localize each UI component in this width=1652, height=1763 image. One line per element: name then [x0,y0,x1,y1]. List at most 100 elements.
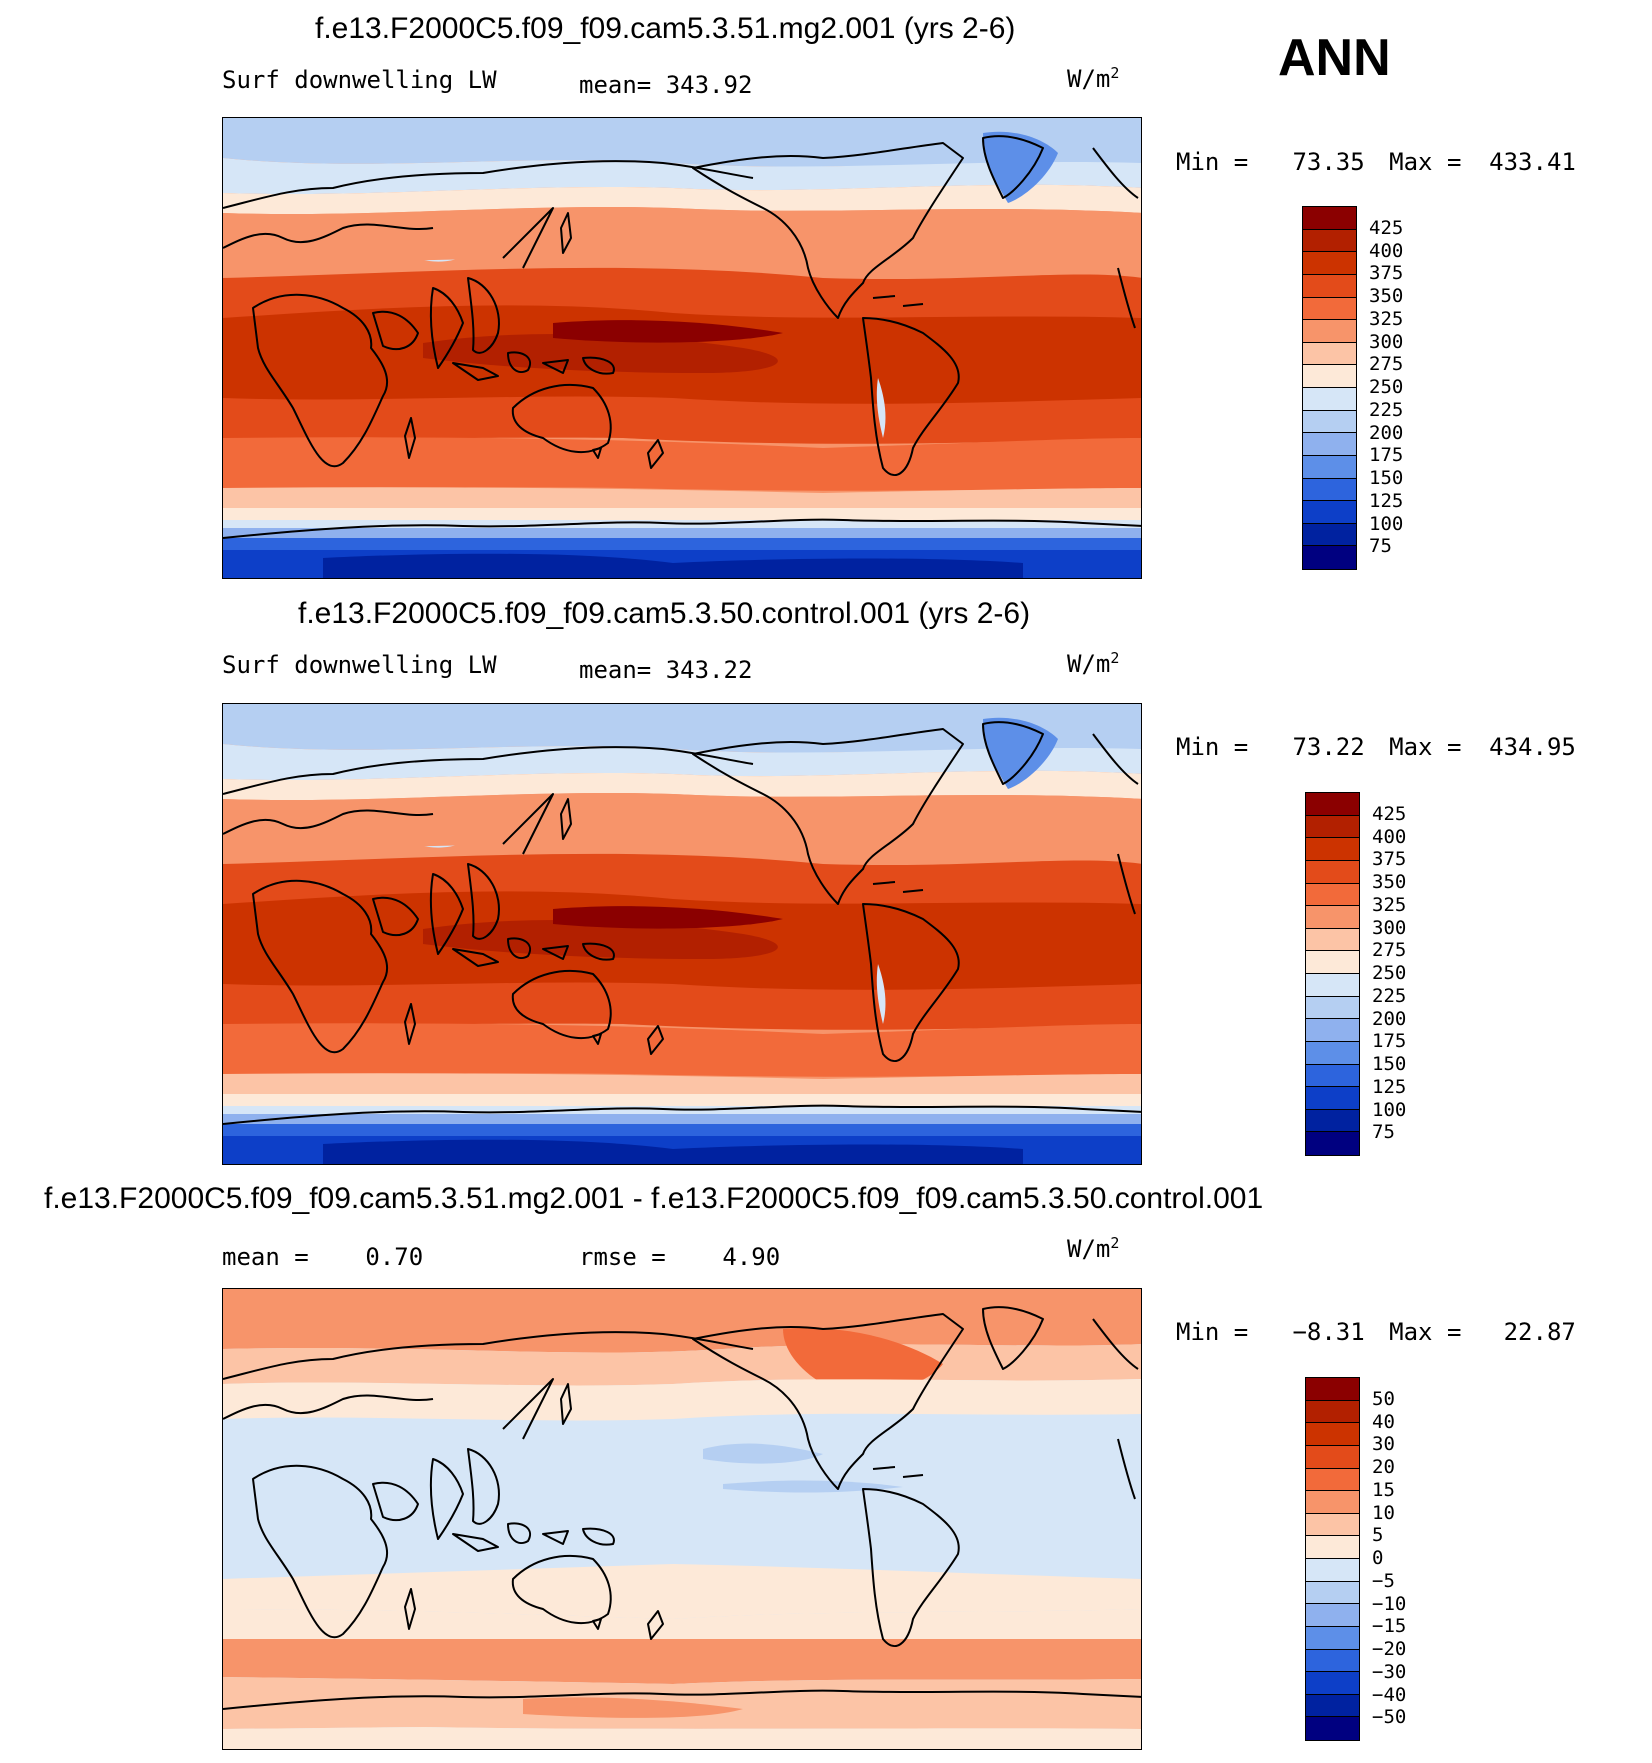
colorbar-label: 225 [1369,398,1404,421]
colorbar-swatch [1306,928,1359,952]
colorbar-swatch [1306,1513,1359,1537]
panel-2-colorbar-labels: 425 400 375 350 325 300 275 250 225 200 175 150 125 1… [1372,792,1432,1156]
colorbar-swatch [1306,951,1359,974]
colorbar-swatch [1306,974,1359,997]
colorbar-swatch [1306,1581,1359,1605]
colorbar-label: −50 [1372,1706,1407,1729]
colorbar-label: 350 [1369,285,1404,307]
panel-2-minmax: Min = 73.22 Max = 434.95 [1176,733,1576,761]
panel-3-map [222,1288,1142,1750]
units-sup: 2 [1110,64,1120,82]
max-label: Max = [1389,148,1462,176]
colorbar-swatch [1306,906,1359,929]
colorbar-label: −5 [1372,1569,1395,1592]
colorbar-swatch [1306,1087,1359,1110]
colorbar-label: 10 [1372,1501,1395,1524]
colorbar-label: 5 [1372,1524,1384,1547]
colorbar-swatch [1303,229,1356,253]
panel-2-mean-label: mean= [579,656,652,684]
colorbar-swatch [1303,433,1356,456]
colorbar-swatch [1306,838,1359,861]
colorbar-label: 425 [1369,216,1404,239]
colorbar-swatch [1306,1672,1359,1695]
colorbar-label: 200 [1369,421,1404,444]
panel-1-minmax: Min = 73.35 Max = 433.41 [1176,148,1576,176]
panel-1-title: f.e13.F2000C5.f09_f09.cam5.3.51.mg2.001 … [315,12,1016,45]
colorbar-swatch [1303,252,1356,275]
colorbar-swatch [1306,1491,1359,1514]
colorbar-label: 250 [1369,376,1404,398]
panel-1-map [222,117,1142,579]
panel-3-mean-label: mean = [222,1243,309,1271]
min-value: 73.35 [1292,148,1365,176]
colorbar-label: 175 [1369,444,1404,467]
colorbar-label: 175 [1372,1030,1407,1053]
panel-3-minmax: Min = −8.31 Max = 22.87 [1176,1318,1576,1346]
colorbar-label: 225 [1372,984,1407,1007]
colorbar-swatch [1306,1445,1359,1469]
colorbar-label: 200 [1372,1007,1407,1030]
panel-1-units: W/m2 [1067,64,1119,93]
colorbar-label: 20 [1372,1456,1395,1478]
panel-1-map-svg [223,118,1142,579]
colorbar-swatch [1306,1649,1359,1673]
panel-1-colorbar-labels: 425 400 375 350 325 300 275 250 225 200 175 150 125 1… [1369,206,1429,570]
colorbar-label: 325 [1372,893,1407,916]
colorbar-swatch [1306,1378,1359,1401]
colorbar-label: 350 [1372,871,1407,893]
colorbar-swatch [1306,1109,1359,1133]
colorbar-swatch [1306,1604,1359,1627]
max-value: 433.41 [1489,148,1576,176]
units-sup: 2 [1110,1234,1120,1252]
colorbar-swatch [1306,1019,1359,1042]
max-value: 434.95 [1489,733,1576,761]
min-value: 73.22 [1292,733,1365,761]
colorbar-swatch [1306,1559,1359,1582]
panel-3-units: W/m2 [1067,1234,1119,1263]
colorbar-swatch [1303,546,1356,569]
panel-3-rmse-value: 4.90 [722,1243,781,1271]
colorbar-label: 325 [1369,307,1404,330]
colorbar-label: 100 [1372,1098,1407,1121]
colorbar-swatch [1306,1694,1359,1718]
colorbar-swatch [1303,478,1356,502]
colorbar-swatch [1303,410,1356,434]
panel-1-mean-value: 343.92 [665,71,753,99]
colorbar-label: 375 [1372,848,1407,871]
max-label: Max = [1389,1318,1462,1346]
min-label: Min = [1176,1318,1249,1346]
panel-3-title: f.e13.F2000C5.f09_f09.cam5.3.51.mg2.001 … [44,1182,1264,1215]
colorbar-swatch [1303,501,1356,524]
colorbar-swatch [1303,365,1356,388]
panel-3-colorbar-labels: 50 40 30 20 15 10 5 0 −5 −10 −15 −20 −30 −40 −50 [1372,1377,1432,1741]
colorbar-label: 375 [1369,262,1404,285]
panel-2-mean: mean= 343.22 [579,656,752,684]
max-value: 22.87 [1503,1318,1576,1346]
colorbar-label: 50 [1372,1387,1395,1410]
panel-2-mean-value: 343.22 [665,656,753,684]
colorbar-swatch [1303,297,1356,321]
units-main: W/m [1067,1235,1111,1263]
panel-1-mean: mean= 343.92 [579,71,752,99]
colorbar-label: 150 [1372,1053,1407,1075]
min-value: −8.31 [1292,1318,1365,1346]
colorbar-swatch [1306,996,1359,1020]
colorbar-swatch [1306,815,1359,839]
colorbar-label: 100 [1369,512,1404,535]
colorbar-swatch [1306,1132,1359,1155]
colorbar-label: 300 [1372,916,1407,939]
colorbar-label: 275 [1372,939,1407,962]
colorbar-label: 300 [1369,330,1404,353]
panel-2-colorbar [1305,792,1360,1156]
units-main: W/m [1067,65,1111,93]
colorbar-swatch [1306,1041,1359,1065]
panel-3-colorbar [1305,1377,1360,1741]
colorbar-swatch [1306,1064,1359,1088]
colorbar-label: 150 [1369,467,1404,489]
colorbar-swatch [1303,388,1356,411]
units-sup: 2 [1110,649,1120,667]
colorbar-swatch [1306,1400,1359,1424]
panel-3-mean: mean = 0.70 [222,1243,423,1271]
max-label: Max = [1389,733,1462,761]
panel-1-mean-label: mean= [579,71,652,99]
